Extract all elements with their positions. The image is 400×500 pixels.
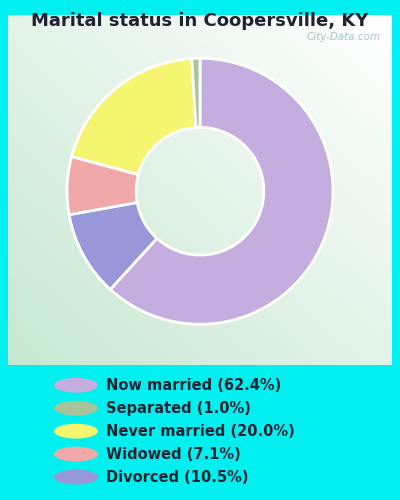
Wedge shape	[69, 202, 157, 290]
Text: Widowed (7.1%): Widowed (7.1%)	[106, 446, 241, 462]
Text: Marital status in Coopersville, KY: Marital status in Coopersville, KY	[31, 12, 369, 30]
Wedge shape	[67, 156, 138, 214]
Circle shape	[54, 424, 98, 438]
Circle shape	[54, 401, 98, 415]
Circle shape	[54, 446, 98, 462]
Wedge shape	[192, 58, 200, 128]
Text: City-Data.com: City-Data.com	[306, 32, 380, 42]
Text: Never married (20.0%): Never married (20.0%)	[106, 424, 295, 438]
Text: Divorced (10.5%): Divorced (10.5%)	[106, 470, 248, 484]
Text: Separated (1.0%): Separated (1.0%)	[106, 400, 251, 415]
Wedge shape	[72, 58, 196, 174]
Text: Now married (62.4%): Now married (62.4%)	[106, 378, 281, 393]
Circle shape	[54, 378, 98, 392]
Wedge shape	[110, 58, 333, 324]
Circle shape	[54, 470, 98, 484]
